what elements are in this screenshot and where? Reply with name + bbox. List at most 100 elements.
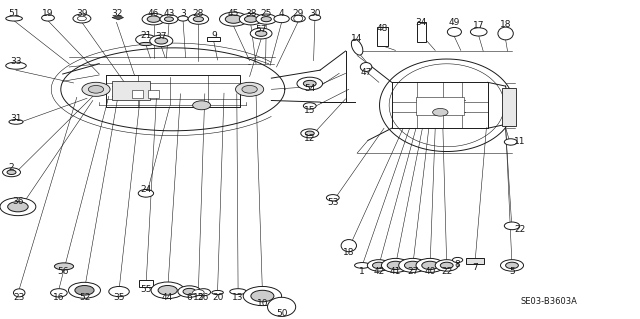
Circle shape <box>372 262 385 269</box>
Text: 39: 39 <box>76 9 88 18</box>
Circle shape <box>136 34 156 45</box>
Text: 50: 50 <box>276 309 287 318</box>
Text: 19: 19 <box>42 9 54 18</box>
Text: 8: 8 <box>455 260 460 269</box>
Ellipse shape <box>447 27 461 36</box>
Circle shape <box>88 85 104 93</box>
Circle shape <box>256 14 276 24</box>
Text: 11: 11 <box>514 137 525 146</box>
Circle shape <box>151 282 184 299</box>
Circle shape <box>193 101 211 110</box>
Ellipse shape <box>360 63 372 71</box>
Circle shape <box>138 189 154 197</box>
Text: 53: 53 <box>327 198 339 207</box>
Bar <box>207 37 220 41</box>
Circle shape <box>506 262 518 269</box>
Circle shape <box>326 195 339 201</box>
Bar <box>377 27 388 46</box>
Text: 57: 57 <box>255 25 267 34</box>
Circle shape <box>303 103 316 109</box>
Ellipse shape <box>9 119 23 124</box>
Circle shape <box>225 15 242 23</box>
Circle shape <box>470 28 487 36</box>
Circle shape <box>504 222 520 230</box>
Text: 3: 3 <box>180 9 186 18</box>
Circle shape <box>440 262 453 269</box>
Circle shape <box>73 14 91 23</box>
Circle shape <box>242 85 257 93</box>
Circle shape <box>301 129 319 138</box>
Text: 18: 18 <box>343 248 355 256</box>
Ellipse shape <box>294 15 303 22</box>
Text: 48: 48 <box>377 24 388 33</box>
Text: 38: 38 <box>245 9 257 18</box>
Text: 15: 15 <box>304 106 316 115</box>
Circle shape <box>274 15 289 23</box>
Circle shape <box>435 260 458 271</box>
Circle shape <box>255 31 267 36</box>
Ellipse shape <box>230 289 246 294</box>
Circle shape <box>244 16 257 22</box>
Text: 4: 4 <box>279 9 284 18</box>
Circle shape <box>433 108 448 116</box>
Text: 49: 49 <box>449 18 460 27</box>
Text: SE03-B3603A: SE03-B3603A <box>521 297 577 306</box>
Ellipse shape <box>351 39 363 55</box>
Text: 29: 29 <box>292 9 304 18</box>
Circle shape <box>82 82 110 96</box>
Text: 14: 14 <box>351 34 363 43</box>
Circle shape <box>158 286 177 295</box>
Text: 28: 28 <box>193 9 204 18</box>
Circle shape <box>452 257 463 263</box>
Circle shape <box>178 16 188 21</box>
Text: 21: 21 <box>140 31 152 40</box>
Circle shape <box>196 289 211 296</box>
Bar <box>148 90 159 98</box>
Text: 6: 6 <box>187 293 192 302</box>
Text: 12: 12 <box>304 134 316 143</box>
Ellipse shape <box>355 263 370 268</box>
Text: 35: 35 <box>113 293 125 302</box>
Circle shape <box>251 290 274 302</box>
Circle shape <box>297 77 323 90</box>
Circle shape <box>381 258 410 272</box>
Circle shape <box>261 17 271 22</box>
Text: 56: 56 <box>57 267 68 276</box>
Text: 18: 18 <box>500 20 511 29</box>
Ellipse shape <box>140 42 152 46</box>
Circle shape <box>178 286 201 297</box>
Circle shape <box>51 289 67 297</box>
Text: 22: 22 <box>514 225 525 234</box>
Text: 22: 22 <box>441 267 452 276</box>
Text: 45: 45 <box>228 9 239 18</box>
Circle shape <box>416 258 444 272</box>
Text: 33: 33 <box>10 57 22 66</box>
Circle shape <box>236 82 264 96</box>
Text: 9: 9 <box>211 31 216 40</box>
Bar <box>466 258 484 264</box>
Text: 40: 40 <box>424 267 436 276</box>
Circle shape <box>150 35 173 47</box>
Circle shape <box>239 13 262 25</box>
Circle shape <box>142 13 165 25</box>
Text: 52: 52 <box>79 293 90 302</box>
Bar <box>139 280 153 287</box>
Bar <box>132 90 143 98</box>
Polygon shape <box>112 15 124 20</box>
Text: 42: 42 <box>373 267 385 276</box>
Text: 20: 20 <box>212 293 223 302</box>
Bar <box>417 97 464 115</box>
Text: 47: 47 <box>360 68 372 77</box>
Circle shape <box>77 16 86 21</box>
Text: 7: 7 <box>472 263 477 272</box>
Circle shape <box>8 202 28 212</box>
Circle shape <box>7 170 16 174</box>
Text: 26: 26 <box>198 293 209 302</box>
Circle shape <box>291 15 305 22</box>
Text: 24: 24 <box>140 185 152 194</box>
Circle shape <box>399 258 427 272</box>
Bar <box>112 81 150 100</box>
Text: 34: 34 <box>415 18 427 27</box>
Circle shape <box>147 16 160 22</box>
Ellipse shape <box>212 290 223 295</box>
